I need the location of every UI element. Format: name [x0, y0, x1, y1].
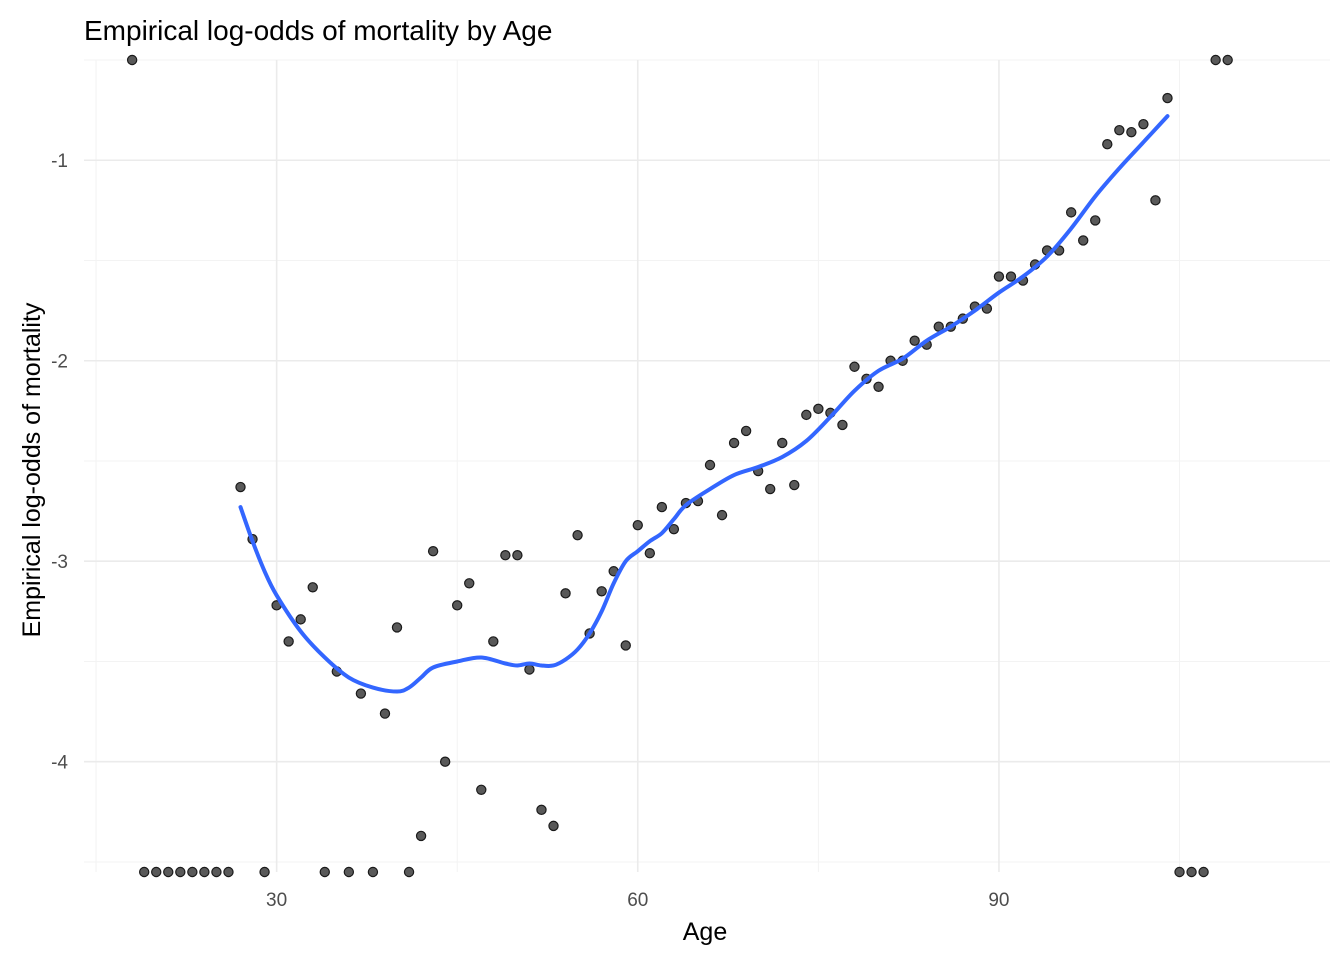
data-point	[512, 550, 523, 561]
data-point	[1114, 124, 1125, 136]
data-point	[1198, 866, 1209, 878]
data-point	[138, 866, 150, 878]
data-point	[355, 688, 367, 699]
data-point	[704, 459, 716, 471]
data-point	[620, 640, 631, 651]
data-point	[572, 529, 583, 541]
data-point	[837, 419, 848, 431]
major-gridlines	[84, 60, 1330, 872]
x-axis-title: Age	[683, 918, 727, 946]
x-axis-tick-labels: 30 60 90	[266, 890, 1009, 911]
data-point	[367, 866, 379, 878]
x-tick-label: 30	[266, 890, 287, 911]
x-tick-label: 60	[627, 890, 648, 911]
data-point	[789, 479, 800, 491]
y-axis-title: Empirical log-odds of mortality	[18, 302, 46, 637]
data-point	[488, 636, 499, 647]
data-point	[1222, 54, 1233, 66]
data-point	[415, 830, 427, 842]
data-point	[1102, 139, 1113, 150]
data-point	[933, 321, 944, 332]
data-point	[403, 866, 415, 878]
data-point	[909, 335, 920, 346]
data-point	[211, 866, 222, 878]
data-point	[476, 784, 487, 795]
data-point	[1138, 118, 1149, 130]
data-point	[199, 866, 210, 878]
y-tick-label: -2	[51, 352, 68, 373]
data-point	[993, 271, 1005, 282]
data-point	[126, 54, 138, 66]
y-tick-label: -1	[51, 151, 68, 172]
data-point	[391, 622, 403, 633]
data-point	[777, 437, 788, 449]
smooth-trend-line	[238, 114, 1170, 694]
data-point	[728, 437, 740, 449]
data-point	[307, 582, 318, 593]
data-point	[1162, 92, 1173, 104]
data-point	[464, 578, 475, 589]
data-point	[163, 866, 174, 878]
data-point	[283, 636, 294, 647]
chart-title: Empirical log-odds of mortality by Age	[84, 15, 552, 46]
minor-gridlines	[84, 59, 1330, 872]
data-point	[813, 403, 824, 415]
y-tick-label: -3	[51, 552, 68, 573]
data-point	[801, 409, 812, 421]
data-point	[1186, 866, 1197, 878]
data-point	[500, 550, 511, 561]
data-point	[560, 588, 571, 599]
x-tick-label: 90	[988, 890, 1009, 911]
data-point	[223, 866, 234, 878]
data-point	[716, 509, 728, 521]
data-point	[1065, 207, 1077, 218]
data-point	[427, 546, 439, 557]
data-point	[1210, 54, 1221, 66]
data-point	[536, 804, 547, 816]
y-tick-label: -4	[51, 753, 68, 774]
data-point	[235, 481, 246, 493]
data-point	[259, 866, 270, 878]
data-point	[295, 614, 306, 625]
data-point	[1005, 271, 1017, 282]
data-points	[126, 54, 1233, 878]
data-point	[668, 523, 680, 535]
y-axis-tick-labels: -4 -3 -2 -1	[51, 151, 68, 773]
data-point	[596, 586, 607, 597]
data-point	[524, 664, 535, 675]
data-point	[740, 425, 752, 437]
data-point	[548, 820, 559, 832]
data-point	[319, 866, 330, 878]
data-point	[1150, 195, 1161, 206]
data-point	[1174, 866, 1185, 878]
data-point	[439, 756, 451, 767]
data-point	[343, 866, 355, 878]
data-point	[632, 519, 643, 531]
data-point	[644, 548, 656, 559]
data-point	[379, 708, 391, 719]
data-point	[151, 866, 162, 878]
data-point	[451, 600, 463, 611]
data-point	[1090, 215, 1101, 226]
data-point	[765, 483, 776, 495]
data-point	[187, 866, 198, 878]
data-point	[656, 501, 668, 513]
data-point	[175, 866, 186, 878]
data-point	[1126, 126, 1137, 138]
data-point	[873, 381, 884, 393]
data-point	[1078, 235, 1089, 246]
data-point	[849, 361, 860, 372]
